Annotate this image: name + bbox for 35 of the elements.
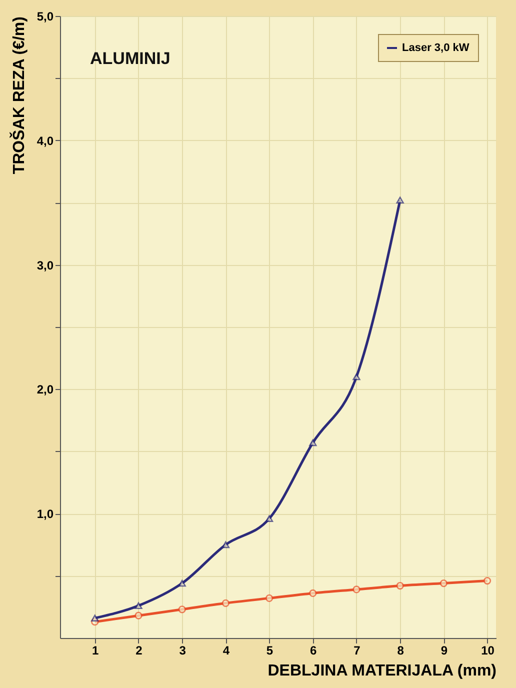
- x-axis-title: DEBLJINA MATERIJALA (mm): [268, 662, 496, 680]
- point: [134, 612, 142, 620]
- y-tick-label: 3,0: [36, 258, 54, 272]
- x-tick-label: 8: [397, 644, 404, 658]
- x-tick-label: 2: [136, 644, 143, 658]
- x-tick-label: 4: [222, 644, 230, 658]
- point: [178, 580, 186, 587]
- point: [91, 614, 99, 622]
- y-tick-label: 4,0: [36, 134, 54, 148]
- point: [222, 599, 230, 607]
- point: [265, 515, 274, 522]
- point: [396, 582, 404, 590]
- point: [396, 196, 404, 204]
- y-axis-title: TROŠAK REZA (€/m): [8, 16, 28, 174]
- x-tick-label: 6: [310, 644, 318, 658]
- legend-label: Laser 3,0 kW: [402, 42, 470, 54]
- point: [265, 594, 274, 602]
- point: [178, 606, 186, 614]
- x-tick-label: 1: [92, 644, 100, 658]
- x-tick-label: 9: [440, 644, 448, 658]
- point: [352, 373, 360, 380]
- y-tick-label: 1,0: [36, 507, 54, 522]
- point: [352, 586, 360, 594]
- text: ALUMINIJ: [90, 49, 170, 68]
- y-tick-label: 5,0: [36, 10, 54, 24]
- x-tick-label: 7: [354, 644, 361, 658]
- x-tick-label: 5: [266, 644, 274, 658]
- point: [483, 576, 492, 585]
- y-tick-label: 2,0: [36, 382, 54, 397]
- point: [309, 439, 317, 446]
- x-tick-label: 10: [481, 644, 495, 658]
- point: [134, 602, 142, 610]
- x-tick-label: 3: [179, 644, 186, 658]
- point: [309, 589, 317, 598]
- point: [440, 579, 448, 588]
